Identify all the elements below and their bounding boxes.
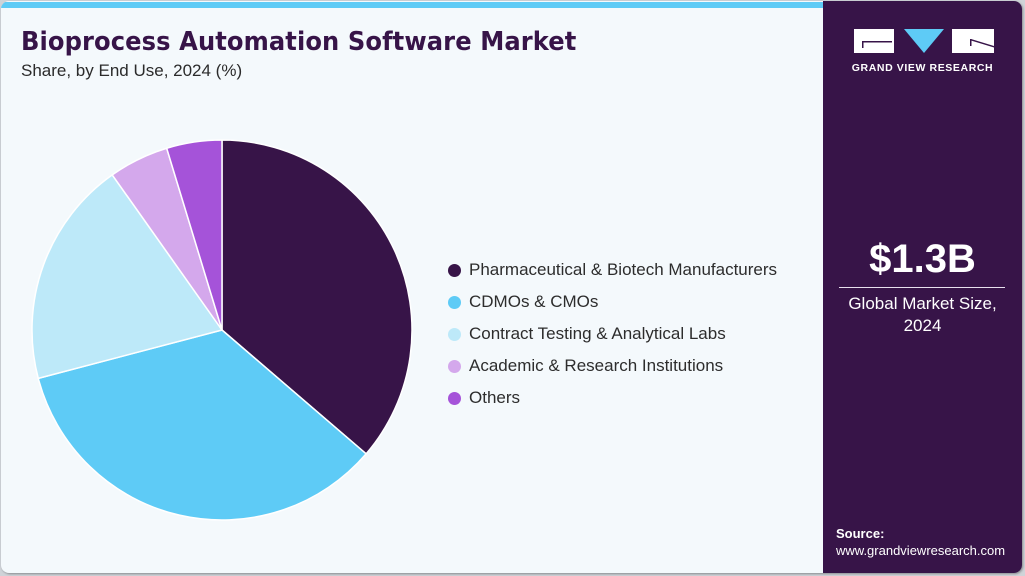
legend-label: Pharmaceutical & Biotech Manufacturers [469,260,778,279]
legend-dot-icon [448,295,461,309]
market-size-label: Global Market Size, 2024 [823,293,1022,337]
legend-item-pharma: Pharmaceutical & Biotech Manufacturers [448,254,777,286]
pie-chart [31,139,413,521]
market-size-value: $1.3B [869,237,976,281]
pie-slice-others [165,139,223,331]
legend-dot-icon [448,391,461,405]
legend-item-cdmo: CDMOs & CMOs [448,286,777,318]
grand-view-research-logo-icon [854,29,994,53]
divider [839,287,1005,288]
legend-label: Academic & Research Institutions [469,356,724,375]
chart-subtitle: Share, by End Use, 2024 (%) [21,61,243,80]
pie-slice-pharmaceutical-biotech-manufacturers [221,139,413,455]
source-link[interactable]: www.grandviewresearch.com [836,543,1006,558]
legend-dot-icon [448,263,461,277]
pie-slice-contract-testing-analytical-labs [31,174,223,380]
legend-label: CDMOs & CMOs [469,292,599,311]
legend-dot-icon [448,327,461,341]
legend: Pharmaceutical & Biotech Manufacturers C… [448,254,777,414]
legend-item-academic: Academic & Research Institutions [448,350,777,382]
accent-bar [1,2,823,8]
legend-label: Others [469,388,521,407]
market-label-line1: Global Market Size, [848,294,997,313]
chart-title: Bioprocess Automation Software Market [21,27,577,57]
legend-label: Contract Testing & Analytical Labs [469,324,726,343]
legend-item-contract-testing: Contract Testing & Analytical Labs [448,318,777,350]
source-title: Source: [836,526,885,541]
market-label-line2: 2024 [903,316,942,335]
legend-item-others: Others [448,382,777,414]
pie-slice-cdmos-cmos [37,329,367,521]
legend-dot-icon [448,359,461,373]
side-panel: GRAND VIEW RESEARCH $1.3B Global Market … [823,1,1022,573]
logo-text: GRAND VIEW RESEARCH [851,62,994,74]
